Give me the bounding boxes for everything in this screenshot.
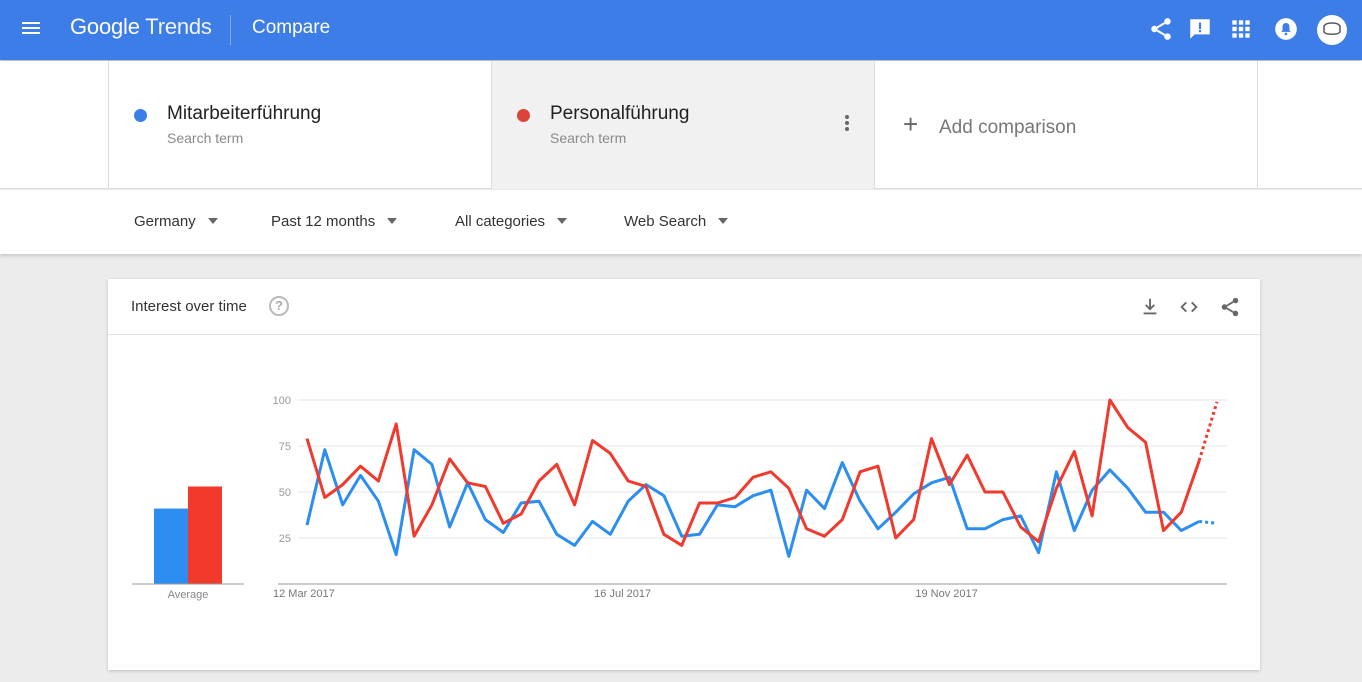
y-tick-label-50: 50 <box>279 487 291 499</box>
logo-trends-text: Trends <box>145 14 212 39</box>
share-icon[interactable] <box>1219 296 1241 318</box>
page-title: Compare <box>252 17 331 38</box>
term-2-color-dot <box>517 109 530 122</box>
card-divider <box>108 334 1260 335</box>
more-options-icon[interactable] <box>844 115 850 135</box>
dropdown-arrow-icon <box>557 218 568 224</box>
help-icon[interactable]: ? <box>269 296 289 316</box>
y-tick-label-25: 25 <box>279 533 291 545</box>
feedback-icon[interactable] <box>1187 16 1213 42</box>
dropdown-arrow-icon <box>718 218 729 224</box>
y-tick-label-75: 75 <box>279 441 291 453</box>
category-dropdown[interactable]: All categories <box>455 213 568 230</box>
series-line-2 <box>305 398 1201 547</box>
category-value: All categories <box>455 213 546 230</box>
dropdown-arrow-icon <box>207 218 218 224</box>
interest-over-time-card: Interest over time ? 100 75 50 25 12 Mar 201… <box>108 279 1260 670</box>
x-tick-label: 12 Mar 2017 <box>273 588 335 600</box>
apps-grid-icon[interactable] <box>1228 16 1254 42</box>
term-1-name[interactable]: Mitarbeiterführung <box>167 103 322 124</box>
search-type-value: Web Search <box>624 213 707 230</box>
card-title: Interest over time <box>131 298 247 315</box>
plus-icon: + <box>903 109 919 139</box>
search-term-card-1[interactable]: Mitarbeiterführung Search term <box>108 61 491 189</box>
share-icon[interactable] <box>1148 16 1174 42</box>
search-type-dropdown[interactable]: Web Search <box>624 213 729 230</box>
x-tick-label: 16 Jul 2017 <box>594 588 651 600</box>
period-value: Past 12 months <box>271 213 376 230</box>
series-partial-segment-2 <box>1197 401 1219 462</box>
series-line-1 <box>305 448 1200 558</box>
logo-google-text: Google <box>70 14 140 39</box>
download-csv-icon[interactable] <box>1139 296 1161 318</box>
region-dropdown[interactable]: Germany <box>134 213 218 230</box>
dropdown-arrow-icon <box>387 218 398 224</box>
notifications-icon[interactable] <box>1273 16 1299 42</box>
account-avatar-icon[interactable] <box>1316 14 1348 46</box>
comparison-terms-row: Mitarbeiterführung Search term Personalf… <box>0 61 1362 189</box>
period-dropdown[interactable]: Past 12 months <box>271 213 398 230</box>
region-value: Germany <box>134 213 196 230</box>
app-header: Google Trends Compare <box>0 0 1362 60</box>
term-1-subtitle: Search term <box>167 130 244 146</box>
average-label: Average <box>168 589 209 601</box>
menu-icon[interactable] <box>20 19 42 39</box>
x-tick-label: 19 Nov 2017 <box>915 588 977 600</box>
embed-code-icon[interactable] <box>1178 296 1200 318</box>
header-divider <box>230 15 231 45</box>
interest-over-time-chart: 100 75 50 25 12 Mar 2017 16 Jul 2017 19 Nov 20… <box>132 395 1227 601</box>
google-trends-logo[interactable]: Google Trends <box>70 14 212 40</box>
term-2-name[interactable]: Personalführung <box>550 103 690 124</box>
add-comparison-label[interactable]: Add comparison <box>939 117 1077 138</box>
term-1-color-dot <box>134 109 147 122</box>
y-tick-label-100: 100 <box>273 395 291 407</box>
term-2-subtitle: Search term <box>550 130 627 146</box>
filter-bar: Germany Past 12 months All categories We… <box>0 190 1362 254</box>
average-bar-1 <box>154 508 188 584</box>
average-bar-2 <box>188 486 222 584</box>
series-partial-segment-1 <box>1199 519 1218 525</box>
add-comparison-card[interactable]: + Add comparison <box>874 61 1258 189</box>
search-term-card-2[interactable]: Personalführung Search term <box>491 61 874 189</box>
